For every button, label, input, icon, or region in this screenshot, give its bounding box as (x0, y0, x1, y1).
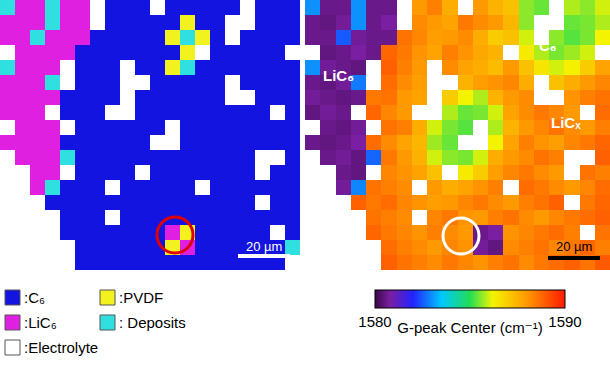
svg-text:LiCₓ: LiCₓ (551, 114, 581, 131)
svg-text::LiC₆: :LiC₆ (24, 314, 57, 331)
svg-text::PVDF: :PVDF (119, 289, 163, 306)
svg-text:1580: 1580 (358, 313, 391, 330)
svg-text::C₆: :C₆ (24, 289, 45, 306)
svg-text:20 µm: 20 µm (246, 239, 282, 254)
svg-text:20 µm: 20 µm (556, 239, 592, 254)
svg-text::Electrolyte: :Electrolyte (24, 339, 98, 356)
svg-text:1590: 1590 (548, 313, 581, 330)
svg-text:LiC₆: LiC₆ (323, 67, 354, 84)
svg-text:G-peak Center (cm⁻¹): G-peak Center (cm⁻¹) (397, 319, 542, 336)
svg-text:C₆: C₆ (539, 37, 557, 54)
svg-text:: Deposits: : Deposits (119, 314, 186, 331)
